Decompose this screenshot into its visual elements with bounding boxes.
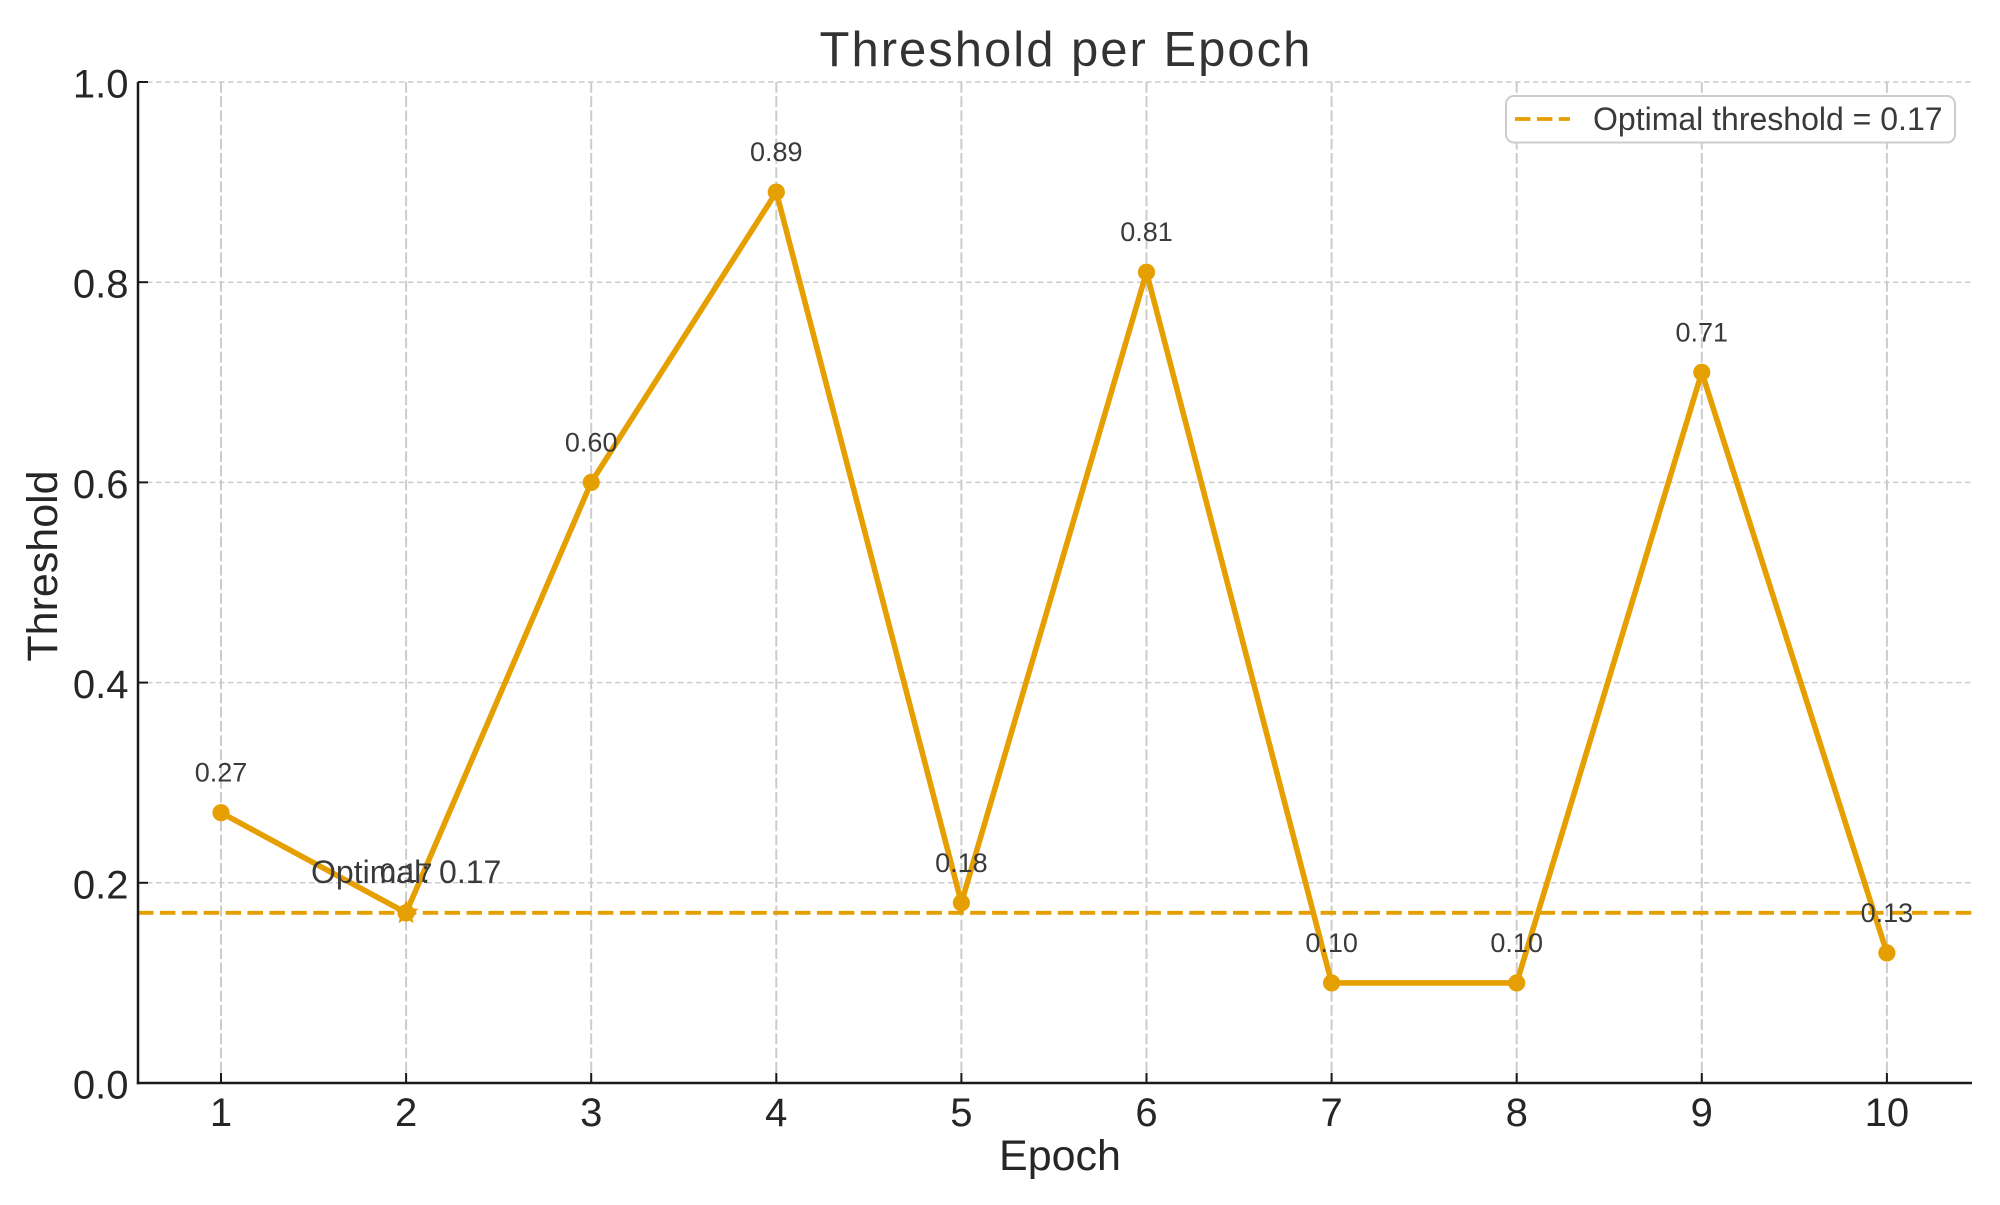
svg-text:0.0: 0.0: [73, 1064, 129, 1108]
svg-text:5: 5: [950, 1091, 972, 1135]
svg-text:0.18: 0.18: [935, 848, 988, 878]
svg-text:10: 10: [1865, 1091, 1910, 1135]
svg-text:Epoch: Epoch: [999, 1132, 1121, 1180]
svg-text:1.0: 1.0: [73, 63, 129, 107]
svg-text:0.60: 0.60: [565, 427, 618, 457]
svg-text:0.2: 0.2: [73, 863, 129, 907]
svg-text:Threshold: Threshold: [19, 470, 67, 661]
svg-text:3: 3: [580, 1091, 602, 1135]
svg-text:1: 1: [210, 1091, 232, 1135]
svg-text:8: 8: [1506, 1091, 1528, 1135]
svg-text:0.10: 0.10: [1305, 928, 1358, 958]
svg-text:0.6: 0.6: [73, 463, 129, 507]
svg-text:0.71: 0.71: [1676, 317, 1729, 347]
svg-text:7: 7: [1320, 1091, 1342, 1135]
svg-text:0.8: 0.8: [73, 263, 129, 307]
svg-text:4: 4: [765, 1091, 787, 1135]
svg-text:Optimal: 0.17: Optimal: 0.17: [311, 854, 501, 890]
svg-text:0.10: 0.10: [1490, 928, 1543, 958]
svg-text:Threshold per Epoch: Threshold per Epoch: [820, 23, 1313, 77]
svg-text:Optimal threshold = 0.17: Optimal threshold = 0.17: [1593, 101, 1943, 137]
svg-text:0.27: 0.27: [195, 758, 248, 788]
svg-text:6: 6: [1135, 1091, 1157, 1135]
svg-text:9: 9: [1691, 1091, 1713, 1135]
svg-text:0.89: 0.89: [750, 137, 803, 167]
svg-text:0.13: 0.13: [1861, 898, 1914, 928]
svg-text:0.81: 0.81: [1120, 217, 1173, 247]
svg-text:0.17: 0.17: [380, 858, 433, 888]
svg-text:2: 2: [395, 1091, 417, 1135]
svg-text:0.4: 0.4: [73, 663, 129, 707]
